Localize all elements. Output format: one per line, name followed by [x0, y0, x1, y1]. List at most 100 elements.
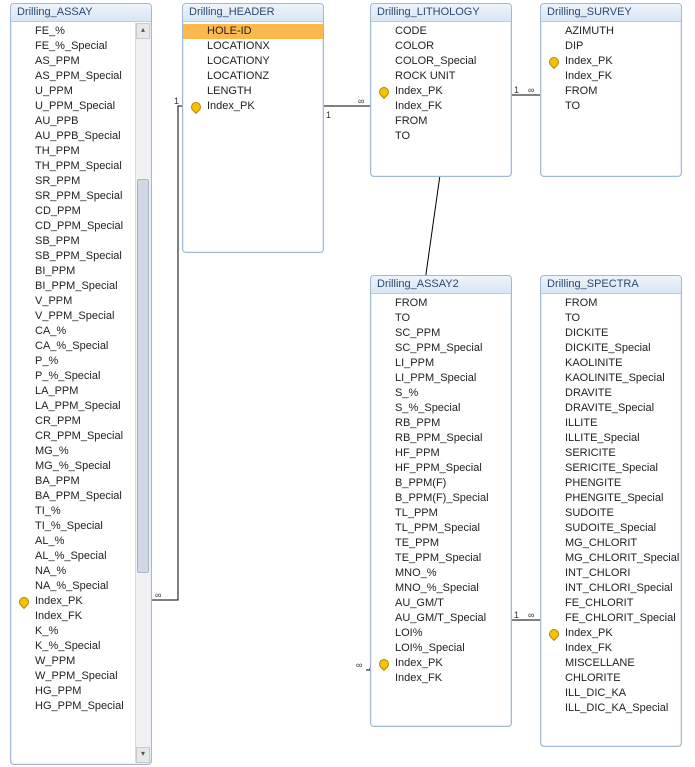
field-item[interactable]: BA_PPM_Special	[11, 489, 151, 504]
field-item[interactable]: P_%_Special	[11, 369, 151, 384]
field-item[interactable]: AL_%_Special	[11, 549, 151, 564]
field-item[interactable]: DRAVITE_Special	[541, 401, 681, 416]
field-item[interactable]: DICKITE	[541, 326, 681, 341]
field-item[interactable]: SR_PPM	[11, 174, 151, 189]
field-item[interactable]: SB_PPM_Special	[11, 249, 151, 264]
field-item[interactable]: B_PPM(F)_Special	[371, 491, 511, 506]
field-item[interactable]: TO	[541, 311, 681, 326]
field-item[interactable]: LOCATIONZ	[183, 69, 323, 84]
field-item[interactable]: Index_PK	[371, 656, 511, 671]
field-item[interactable]: TO	[371, 311, 511, 326]
field-item[interactable]: KAOLINITE_Special	[541, 371, 681, 386]
field-item[interactable]: LOI%_Special	[371, 641, 511, 656]
field-item[interactable]: NA_%	[11, 564, 151, 579]
field-item[interactable]: S_%	[371, 386, 511, 401]
field-item[interactable]: TO	[541, 99, 681, 114]
field-item[interactable]: Index_FK	[541, 69, 681, 84]
field-item[interactable]: PHENGITE_Special	[541, 491, 681, 506]
field-item[interactable]: AL_%	[11, 534, 151, 549]
field-item[interactable]: ILL_DIC_KA_Special	[541, 701, 681, 716]
field-item[interactable]: TI_%	[11, 504, 151, 519]
table-title[interactable]: Drilling_HEADER	[183, 4, 323, 22]
scroll-up-icon[interactable]: ▴	[136, 23, 150, 39]
field-item[interactable]: BA_PPM	[11, 474, 151, 489]
field-item[interactable]: LA_PPM_Special	[11, 399, 151, 414]
field-item[interactable]: CD_PPM_Special	[11, 219, 151, 234]
field-item[interactable]: U_PPM	[11, 84, 151, 99]
table-title[interactable]: Drilling_LITHOLOGY	[371, 4, 511, 22]
field-item[interactable]: DRAVITE	[541, 386, 681, 401]
field-item[interactable]: FROM	[371, 296, 511, 311]
field-item[interactable]: LOI%	[371, 626, 511, 641]
field-item[interactable]: K_%_Special	[11, 639, 151, 654]
field-item[interactable]: CA_%_Special	[11, 339, 151, 354]
field-item[interactable]: LOCATIONY	[183, 54, 323, 69]
table-title[interactable]: Drilling_SURVEY	[541, 4, 681, 22]
field-item[interactable]: SERICITE_Special	[541, 461, 681, 476]
field-item[interactable]: AU_PPB	[11, 114, 151, 129]
field-item[interactable]: DICKITE_Special	[541, 341, 681, 356]
field-item[interactable]: FROM	[371, 114, 511, 129]
field-item[interactable]: MG_CHLORIT	[541, 536, 681, 551]
field-item[interactable]: CD_PPM	[11, 204, 151, 219]
field-item[interactable]: SC_PPM	[371, 326, 511, 341]
field-item[interactable]: SERICITE	[541, 446, 681, 461]
scroll-thumb[interactable]	[137, 179, 149, 573]
field-item[interactable]: Index_FK	[371, 671, 511, 686]
field-item[interactable]: PHENGITE	[541, 476, 681, 491]
field-item[interactable]: TH_PPM_Special	[11, 159, 151, 174]
field-item[interactable]: SB_PPM	[11, 234, 151, 249]
field-item[interactable]: COLOR_Special	[371, 54, 511, 69]
field-item[interactable]: LI_PPM	[371, 356, 511, 371]
field-item[interactable]: Index_FK	[11, 609, 151, 624]
field-item[interactable]: W_PPM_Special	[11, 669, 151, 684]
field-item[interactable]: Index_PK	[11, 594, 151, 609]
field-item[interactable]: KAOLINITE	[541, 356, 681, 371]
field-item[interactable]: HG_PPM_Special	[11, 699, 151, 714]
field-item[interactable]: SUDOITE_Special	[541, 521, 681, 536]
field-item[interactable]: MG_CHLORIT_Special	[541, 551, 681, 566]
table-title[interactable]: Drilling_SPECTRA	[541, 276, 681, 294]
field-item[interactable]: AU_GM/T_Special	[371, 611, 511, 626]
field-item[interactable]: LENGTH	[183, 84, 323, 99]
field-item[interactable]: FE_CHLORIT	[541, 596, 681, 611]
field-item[interactable]: ILL_DIC_KA	[541, 686, 681, 701]
field-item[interactable]: TH_PPM	[11, 144, 151, 159]
field-item[interactable]: ILLITE	[541, 416, 681, 431]
field-item[interactable]: MG_%_Special	[11, 459, 151, 474]
field-item[interactable]: SUDOITE	[541, 506, 681, 521]
field-item[interactable]: FE_CHLORIT_Special	[541, 611, 681, 626]
field-item[interactable]: Index_PK	[371, 84, 511, 99]
field-item[interactable]: ILLITE_Special	[541, 431, 681, 446]
field-item[interactable]: FE_%_Special	[11, 39, 151, 54]
field-item[interactable]: RB_PPM_Special	[371, 431, 511, 446]
field-item[interactable]: CA_%	[11, 324, 151, 339]
field-item[interactable]: TL_PPM_Special	[371, 521, 511, 536]
field-item[interactable]: CODE	[371, 24, 511, 39]
field-item[interactable]: ROCK UNIT	[371, 69, 511, 84]
field-item[interactable]: FE_%	[11, 24, 151, 39]
field-item[interactable]: MNO_%_Special	[371, 581, 511, 596]
field-item[interactable]: Index_FK	[541, 641, 681, 656]
field-item[interactable]: LI_PPM_Special	[371, 371, 511, 386]
field-item[interactable]: FROM	[541, 296, 681, 311]
field-item[interactable]: MISCELLANE	[541, 656, 681, 671]
field-item[interactable]: Index_PK	[541, 626, 681, 641]
scroll-down-icon[interactable]: ▾	[136, 747, 150, 763]
field-item[interactable]: V_PPM	[11, 294, 151, 309]
field-item[interactable]: FROM	[541, 84, 681, 99]
field-item[interactable]: U_PPM_Special	[11, 99, 151, 114]
field-item[interactable]: B_PPM(F)	[371, 476, 511, 491]
table-title[interactable]: Drilling_ASSAY	[11, 4, 151, 22]
field-item[interactable]: BI_PPM_Special	[11, 279, 151, 294]
field-item[interactable]: P_%	[11, 354, 151, 369]
field-item[interactable]: AZIMUTH	[541, 24, 681, 39]
field-item[interactable]: Index_FK	[371, 99, 511, 114]
field-item[interactable]: TE_PPM_Special	[371, 551, 511, 566]
field-item[interactable]: Index_PK	[541, 54, 681, 69]
scrollbar[interactable]: ▴▾	[135, 23, 150, 763]
field-item[interactable]: BI_PPM	[11, 264, 151, 279]
field-item[interactable]: CHLORITE	[541, 671, 681, 686]
field-item[interactable]: SC_PPM_Special	[371, 341, 511, 356]
field-item[interactable]: LOCATIONX	[183, 39, 323, 54]
